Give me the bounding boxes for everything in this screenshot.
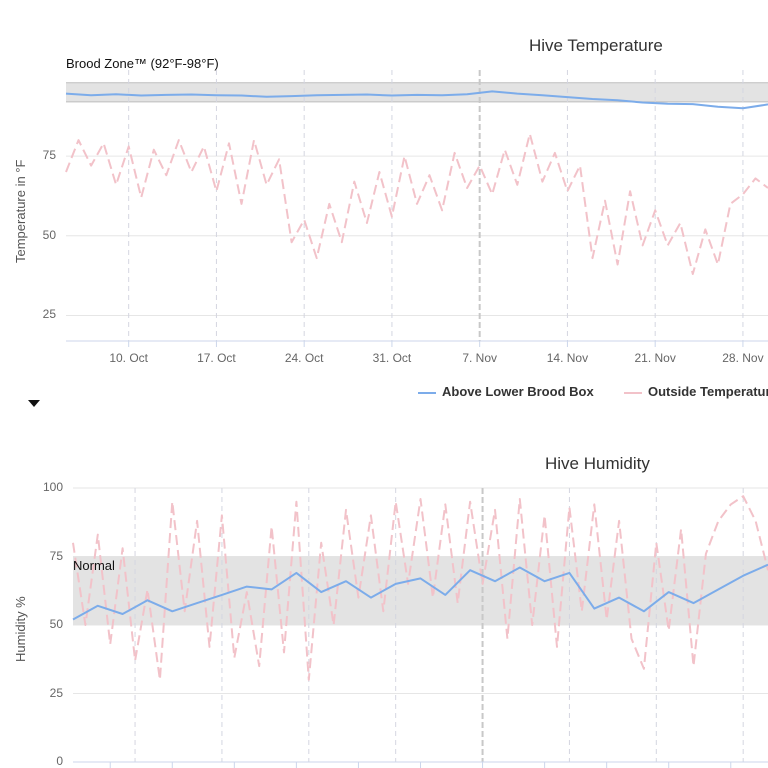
humidity-y-axis-title: Humidity % xyxy=(13,596,28,662)
humidity-week-lines xyxy=(134,488,744,762)
legend-label: Above Lower Brood Box xyxy=(442,384,594,399)
temp-week-lines xyxy=(128,70,744,341)
legend-swatch-pink xyxy=(624,392,642,394)
legend-swatch-blue xyxy=(418,392,436,394)
humidity-chart-title: Hive Humidity xyxy=(545,454,650,473)
x-tick-label: 24. Oct xyxy=(284,351,324,365)
humidity-series[interactable] xyxy=(72,495,768,681)
band-fill xyxy=(66,82,768,102)
series-line-above-lower-brood-box[interactable] xyxy=(65,90,768,110)
y-tick-label: 0 xyxy=(56,754,63,768)
normal-band-label: Normal xyxy=(73,558,115,573)
x-tick-label: 21. Nov xyxy=(634,351,676,365)
series-line-above-lower-brood-box[interactable] xyxy=(72,563,768,621)
y-tick-label: 100 xyxy=(42,480,63,494)
y-tick-label: 25 xyxy=(42,307,56,322)
temp-gridlines xyxy=(66,155,768,316)
temp-brood-zone-band xyxy=(66,82,768,103)
temperature-chart-title: Hive Temperature xyxy=(529,36,663,55)
humidity-normal-band xyxy=(73,556,768,625)
collapse-arrow-icon[interactable] xyxy=(28,400,40,407)
y-tick-label: 25 xyxy=(49,685,63,700)
y-tick-label: 50 xyxy=(42,227,56,242)
y-tick-label: 75 xyxy=(42,148,56,163)
y-tick-label: 50 xyxy=(49,617,63,631)
x-tick-label: 17. Oct xyxy=(197,351,236,365)
series-line-outside-temperature[interactable] xyxy=(72,495,768,681)
series-line-outside-temperature[interactable] xyxy=(65,132,768,275)
x-tick-label: 10. Oct xyxy=(109,351,149,365)
y-tick-label: 75 xyxy=(49,548,63,563)
temp-x-axis xyxy=(66,340,768,347)
x-tick-label: 14. Nov xyxy=(546,351,589,365)
legend-label: Outside Temperature xyxy=(648,384,768,399)
x-tick-label: 7. Nov xyxy=(462,351,498,365)
x-tick-label: 28. Nov xyxy=(722,351,764,365)
brood-zone-label: Brood Zone™ (92°F-98°F) xyxy=(66,56,219,71)
temperature-y-axis-title: Temperature in °F xyxy=(13,159,28,263)
humidity-x-axis xyxy=(73,761,768,768)
band-fill xyxy=(73,556,768,625)
x-tick-label: 31. Oct xyxy=(372,351,412,365)
temp-series[interactable] xyxy=(65,90,768,275)
